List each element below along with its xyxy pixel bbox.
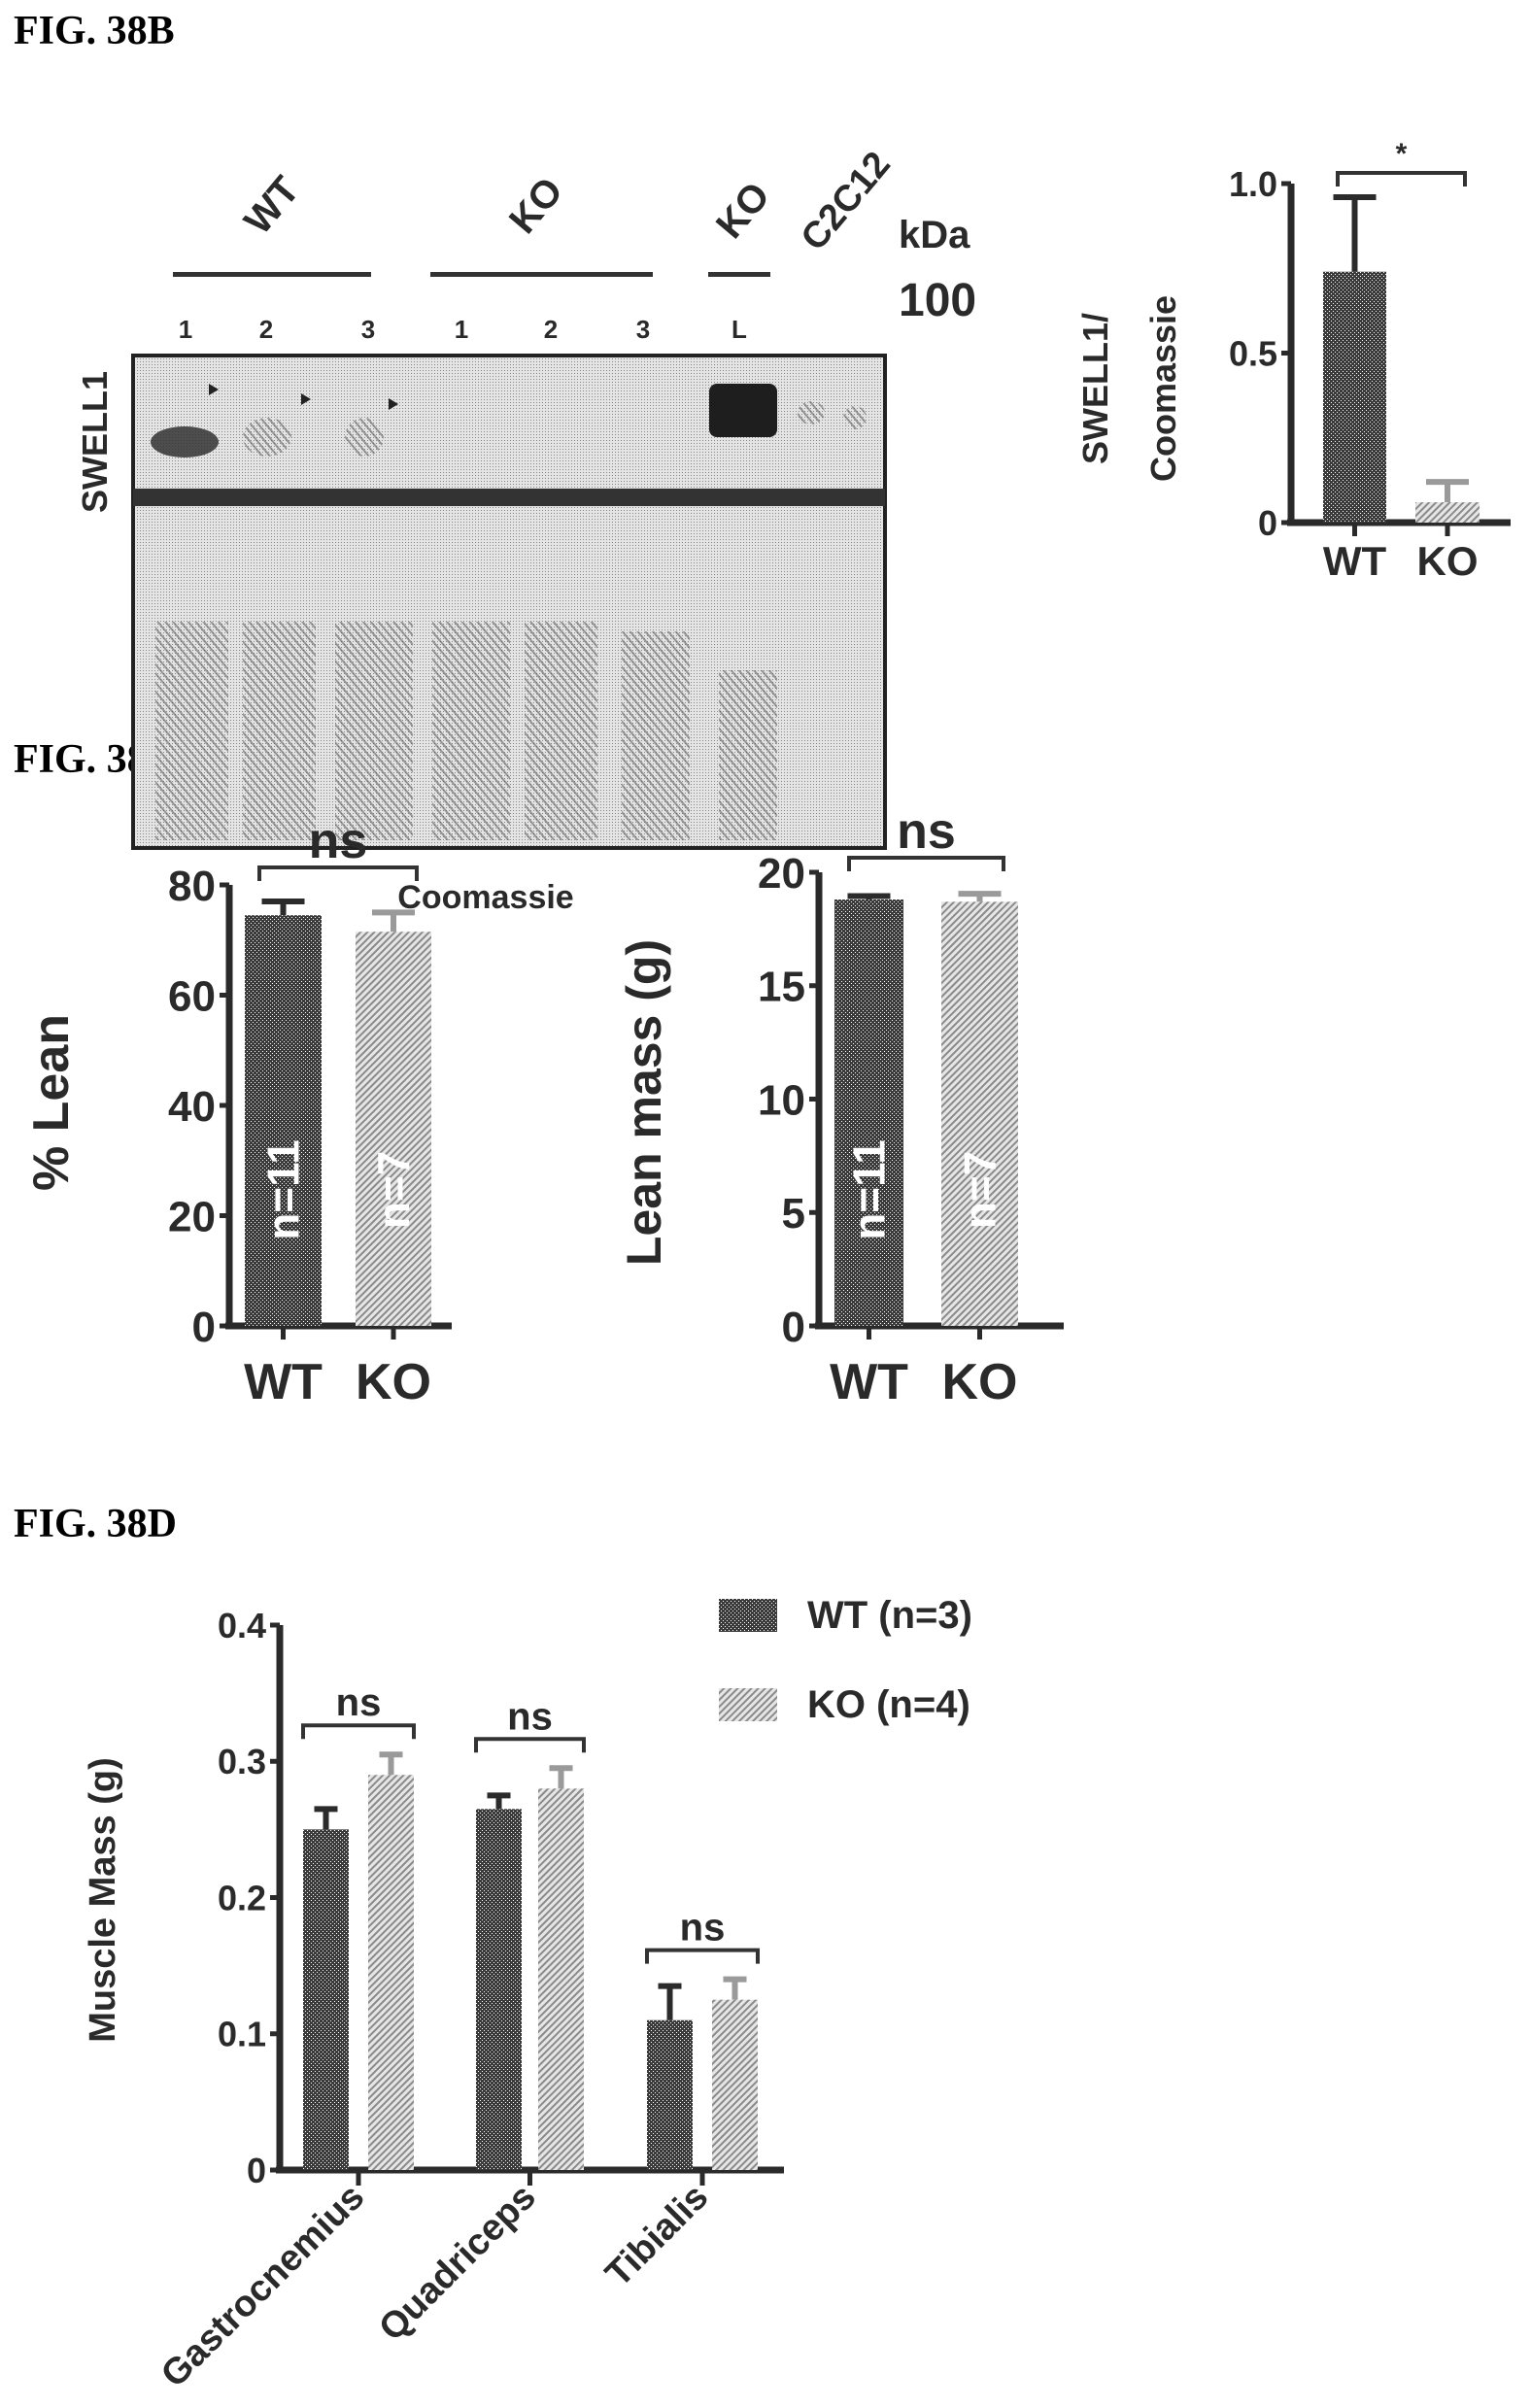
y-tick-label: 20: [168, 1193, 216, 1240]
x-tick-label: Gastrocnemius: [153, 2177, 372, 2395]
y-tick-label: 0: [782, 1304, 805, 1351]
bar-wt: [303, 1829, 349, 2170]
chart-lean-mass: Lean mass (g) 0 5 10 15 20 WT n=11 KO n=7 ns: [617, 803, 1064, 1410]
group-label-ko-l: KO: [708, 175, 778, 247]
y-tick-label: 0.1: [218, 2015, 266, 2054]
lane-label: 2: [544, 315, 558, 344]
y-axis-label: SWELL1/: [1075, 313, 1115, 464]
y-tick-label: 0.3: [218, 1742, 266, 1781]
chart-pct-lean: % Lean 0 20 40 60 80 WT n=11 KO n=7 ns: [23, 813, 452, 1410]
y-tick-label: 0.2: [218, 1878, 266, 1917]
group-line-ko-l: [708, 272, 770, 277]
bar-ko: [538, 1788, 584, 2170]
kda-label: kDa: [899, 214, 970, 256]
y-axis-label: Lean mass (g): [617, 939, 671, 1266]
x-tick-label: KO: [942, 1354, 1018, 1410]
x-tick-label: Tibialis: [598, 2177, 717, 2295]
bar-ko: [356, 932, 431, 1326]
lane-label: 3: [636, 315, 650, 344]
y-tick-label: 20: [758, 850, 805, 898]
figure-label-38d: FIG. 38D: [14, 1502, 177, 1546]
significance-label: *: [1396, 138, 1408, 170]
bar-ko: [1415, 502, 1480, 523]
bar-wt: [476, 1809, 522, 2170]
bar-ko: [712, 1999, 758, 2170]
blot-divider: [133, 489, 885, 506]
y-tick-label: 10: [758, 1076, 805, 1124]
significance-label: ns: [507, 1695, 553, 1738]
group-label-ko: KO: [501, 170, 571, 242]
lane-label: 1: [455, 315, 468, 344]
bar-n-label: n=7: [368, 1151, 419, 1230]
bar-n-label: n=11: [258, 1139, 309, 1240]
bar-wt: [647, 2019, 693, 2170]
y-axis-label: Coomassie: [1143, 295, 1183, 482]
x-tick-label: Quadriceps: [371, 2177, 544, 2350]
bar-ko: [941, 901, 1018, 1326]
x-tick-label: WT: [1323, 538, 1387, 584]
western-blot: SWELL1 WT KO KO C2C12 1 2 3 1 2 3 L kDa 100: [75, 144, 976, 916]
y-tick-label: 0: [1258, 503, 1277, 543]
legend-swatch-wt: [719, 1599, 777, 1632]
y-tick-label: 60: [168, 972, 216, 1020]
arrowhead-icons: [209, 384, 398, 410]
bar-n-label: n=11: [844, 1139, 895, 1240]
bar-wt: [1323, 271, 1386, 523]
group-line-ko: [430, 272, 653, 277]
group-label-c2c12: C2C12: [794, 144, 899, 258]
bar-n-label: n=7: [955, 1151, 1005, 1230]
significance-label: ns: [680, 1907, 726, 1950]
marker-100: 100: [899, 275, 976, 326]
y-tick-label: 1.0: [1229, 164, 1277, 204]
legend-label: KO (n=4): [807, 1683, 970, 1726]
y-tick-label: 0.4: [218, 1606, 266, 1645]
significance-bracket: [301, 1723, 416, 1740]
lane-label: 2: [259, 315, 273, 344]
y-tick-label: 0.5: [1229, 333, 1277, 373]
chart-swell1: SWELL1/Coomassie 0 0.5 1.0 WT KO *: [1075, 138, 1511, 584]
y-tick-label: 80: [168, 863, 216, 910]
significance-bracket: [645, 1948, 760, 1964]
significance-bracket: [1336, 171, 1467, 187]
y-tick-label: 15: [758, 964, 805, 1011]
chart-muscle-mass: Muscle Mass (g) 0 0.1 0.2 0.3 0.4 WT (n=3) KO (…: [83, 1594, 972, 2395]
y-axis-label: Muscle Mass (g): [83, 1757, 123, 2043]
group-label-wt: WT: [236, 169, 308, 243]
significance-label: ns: [897, 803, 956, 860]
x-tick-label: KO: [356, 1354, 431, 1410]
y-tick-label: 0: [247, 2151, 266, 2190]
coomassie-label: Coomassie: [397, 879, 573, 916]
group-line-wt: [173, 272, 371, 277]
significance-bracket: [474, 1737, 586, 1753]
lane-label: L: [731, 315, 747, 344]
figure-label-38b: FIG. 38B: [14, 9, 175, 53]
lane-label: 3: [361, 315, 375, 344]
coomassie-lanes: [155, 622, 777, 840]
bar-ko: [368, 1775, 414, 2170]
swell1-bands: [151, 384, 867, 458]
x-tick-label: WT: [244, 1354, 323, 1410]
y-tick-label: 0: [192, 1304, 216, 1351]
significance-bracket: [257, 865, 419, 881]
significance-label: ns: [336, 1681, 382, 1724]
x-tick-label: WT: [830, 1354, 908, 1410]
significance-bracket: [847, 856, 1005, 871]
legend-swatch-ko: [719, 1688, 777, 1721]
bar-wt: [834, 899, 903, 1326]
x-tick-label: KO: [1417, 538, 1479, 584]
bar-wt: [245, 915, 322, 1326]
lane-label: 1: [179, 315, 192, 344]
y-tick-label: 5: [782, 1190, 805, 1238]
legend-label: WT (n=3): [807, 1594, 972, 1637]
significance-label: ns: [309, 813, 368, 869]
blot-ylabel: SWELL1: [75, 371, 115, 513]
y-axis-label: % Lean: [23, 1014, 80, 1191]
y-tick-label: 40: [168, 1083, 216, 1131]
